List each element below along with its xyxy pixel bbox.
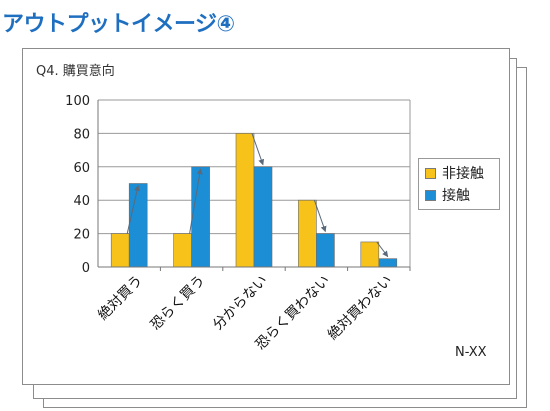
bar-series-0 [360, 241, 380, 268]
change-arrow [376, 241, 389, 258]
y-tick-label: 20 [73, 228, 90, 243]
legend-swatch [425, 167, 436, 179]
sample-size-note: N-XX [455, 345, 487, 360]
y-tick-label: 60 [73, 161, 90, 176]
bar-series-0 [110, 233, 130, 268]
legend-item-series-0: 非接触 [425, 165, 484, 182]
x-tick-label: 絶対買う [95, 273, 146, 324]
x-tick-label: 恐らく買う [148, 273, 209, 334]
page-title: アウトプットイメージ④ [2, 12, 235, 37]
bar-series-0 [298, 199, 317, 268]
legend-label: 非接触 [442, 166, 484, 182]
change-arrow [313, 200, 327, 233]
chart-title: Q4. 購買意向 [36, 64, 115, 79]
y-tick-label: 100 [65, 94, 90, 109]
change-arrow [189, 168, 203, 234]
axes [97, 100, 411, 271]
bar-series-0 [235, 133, 255, 268]
bar-series-1 [128, 183, 148, 268]
change-arrow [126, 184, 140, 234]
legend-label: 接触 [442, 188, 470, 204]
y-tick-label: 0 [82, 261, 90, 276]
bar-series-1 [378, 258, 398, 268]
legend: 非接触 接触 [418, 158, 500, 210]
change-arrow [251, 133, 265, 166]
bars [110, 133, 398, 268]
bar-series-1 [253, 166, 273, 268]
y-tick-label: 40 [73, 194, 90, 209]
legend-item-series-1: 接触 [425, 187, 470, 204]
x-tick-label: 絶対買わない [325, 273, 396, 344]
bar-series-0 [173, 233, 192, 268]
y-tick-label: 80 [73, 127, 90, 142]
y-tick-labels: 0 20 40 60 80 100 [65, 94, 90, 276]
bar-series-1 [191, 166, 210, 268]
legend-swatch [425, 189, 436, 201]
change-arrows [126, 133, 389, 258]
bar-series-1 [316, 233, 335, 268]
x-tick-label: 分からない [210, 273, 271, 334]
